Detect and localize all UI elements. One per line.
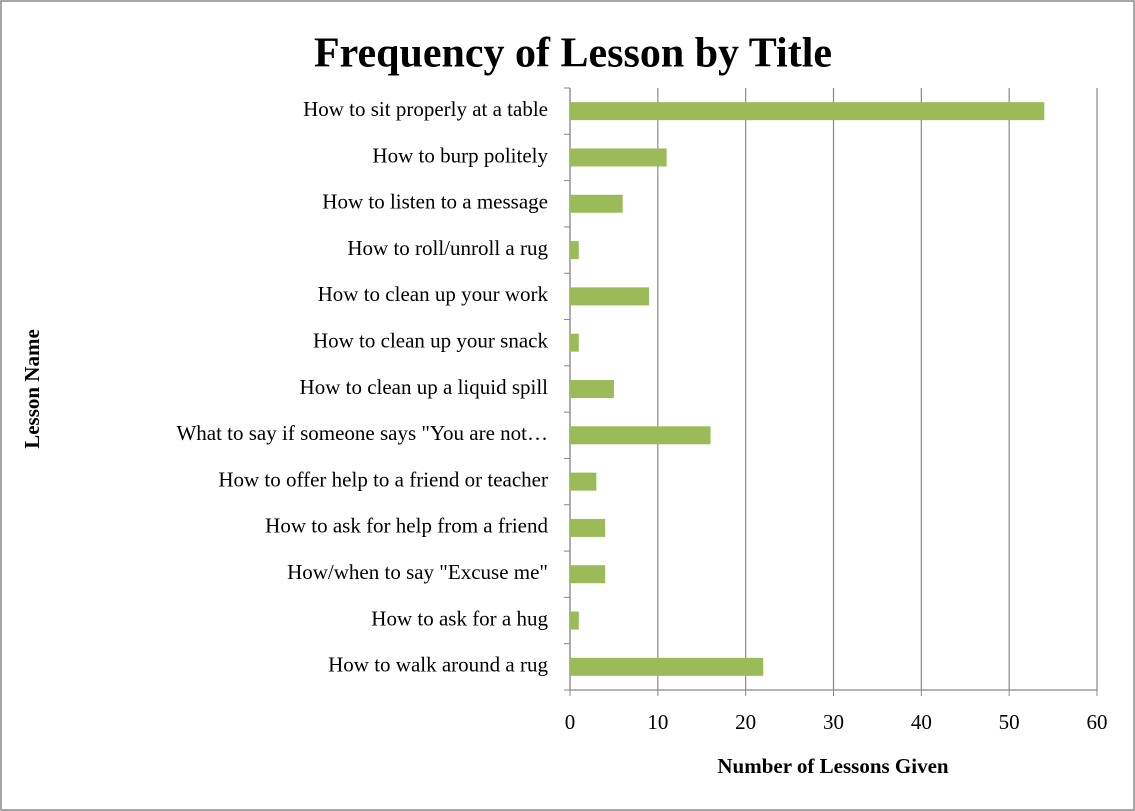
bar <box>570 287 650 306</box>
y-axis-label: Lesson Name <box>20 329 44 449</box>
x-tick-label: 20 <box>735 710 756 734</box>
x-axis-label: Number of Lessons Given <box>717 754 949 778</box>
y-tick-label: How to clean up your snack <box>313 329 549 353</box>
y-tick-label: How to ask for help from a friend <box>265 514 548 538</box>
y-tick-label: How to listen to a message <box>322 190 548 214</box>
y-tick-label: How to burp politely <box>372 143 548 167</box>
y-tick-label: How to walk around a rug <box>328 653 548 677</box>
bar <box>570 472 597 491</box>
y-tick-label: How to ask for a hug <box>371 606 548 630</box>
y-tick-label: What to say if someone says "You are not… <box>176 421 548 445</box>
bar <box>570 148 667 167</box>
bar <box>570 611 579 630</box>
x-tick-label: 40 <box>911 710 932 734</box>
x-tick-label: 0 <box>565 710 576 734</box>
y-tick-label: How to sit properly at a table <box>303 97 548 121</box>
bar <box>570 518 606 537</box>
x-tick-label: 50 <box>999 710 1020 734</box>
y-tick-label: How/when to say "Excuse me" <box>287 560 548 584</box>
y-tick-label: How to clean up a liquid spill <box>300 375 549 399</box>
bar <box>570 657 764 676</box>
bar <box>570 380 614 398</box>
bar <box>570 241 579 260</box>
bar <box>570 333 579 352</box>
y-tick-label: How to clean up your work <box>318 282 549 306</box>
bar <box>570 426 711 445</box>
bar <box>570 102 1045 121</box>
x-tick-label: 10 <box>647 710 668 734</box>
x-tick-label: 60 <box>1087 710 1108 734</box>
bar <box>570 565 606 584</box>
y-tick-label: How to offer help to a friend or teacher <box>218 467 548 491</box>
x-tick-label: 30 <box>823 710 844 734</box>
chart-title: Frequency of Lesson by Title <box>314 31 832 77</box>
bar <box>570 194 623 213</box>
y-tick-label: How to roll/unroll a rug <box>347 236 548 260</box>
